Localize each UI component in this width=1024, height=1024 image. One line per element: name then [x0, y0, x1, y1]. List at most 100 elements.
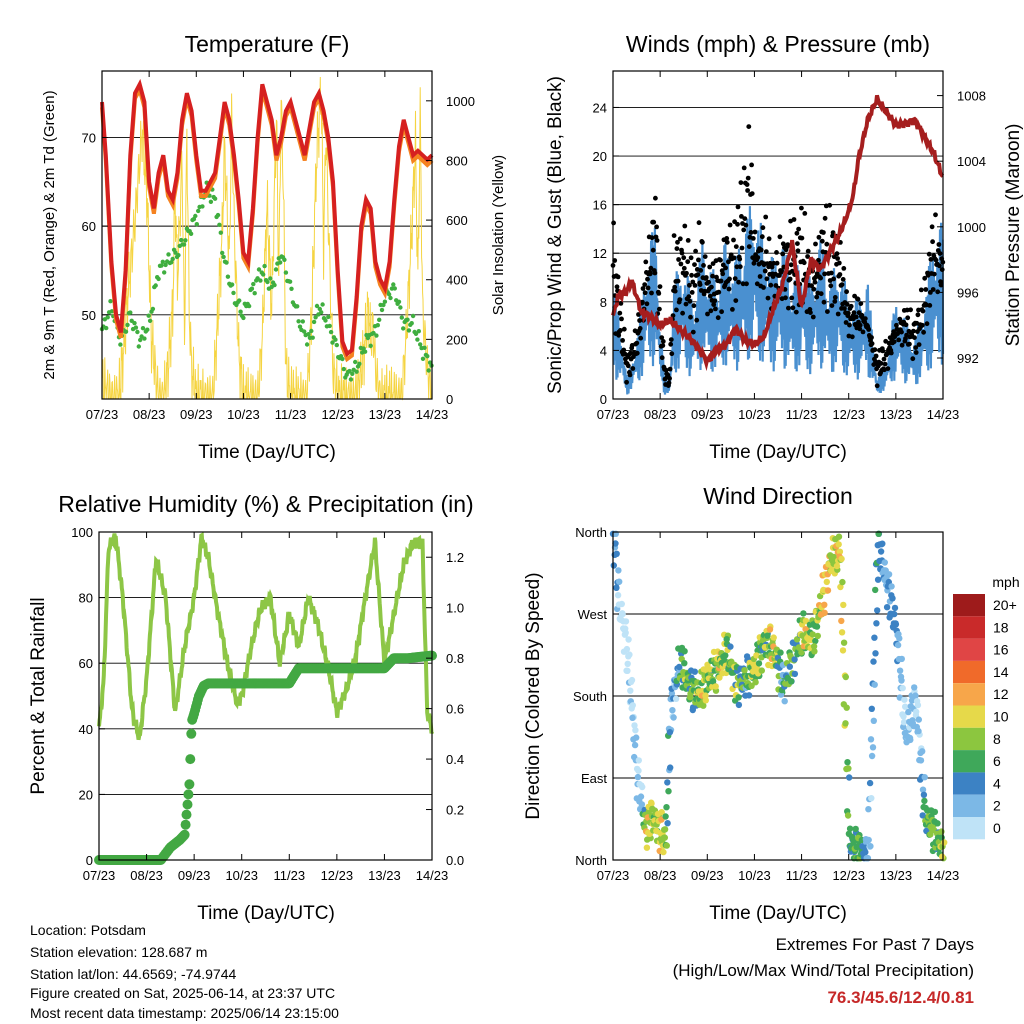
gust-point — [703, 275, 709, 280]
x-tick-label: 10/23 — [225, 868, 258, 883]
direction-point — [637, 793, 645, 800]
dewpoint-point — [133, 325, 139, 330]
dewpoint-point — [398, 305, 403, 310]
temperature-panel: Temperature (F) 07/23 08/23 09/23 10/23 11/2… — [41, 31, 507, 463]
direction-point — [939, 853, 946, 860]
dewpoint-point — [118, 342, 123, 347]
direction-point — [839, 578, 846, 586]
gust-point — [645, 285, 651, 291]
direction-point — [758, 667, 765, 674]
gust-point — [716, 289, 722, 295]
x-tick-label: 08/23 — [133, 407, 166, 422]
gust-point — [648, 265, 654, 271]
direction-point — [845, 765, 852, 772]
direction-point — [629, 714, 636, 721]
gust-point — [740, 281, 746, 287]
precipitation-point — [181, 809, 192, 820]
gust-point — [700, 239, 705, 245]
gust-point — [761, 285, 766, 290]
dewpoint-point — [145, 327, 150, 332]
gust-point — [872, 347, 878, 353]
y2-tick-label: 1004 — [957, 154, 986, 169]
gust-point — [766, 236, 772, 242]
direction-point — [764, 632, 771, 639]
direction-point — [874, 576, 882, 583]
x-tick-label: 11/23 — [786, 407, 818, 422]
dewpoint-point — [415, 337, 420, 342]
direction-point — [888, 583, 895, 590]
dewpoint-point — [261, 272, 266, 277]
direction-point — [628, 705, 635, 712]
precipitation-point — [185, 754, 196, 765]
gust-point — [640, 286, 646, 291]
direction-point — [634, 773, 642, 781]
speed-legend: 20+ 18 16 14 12 10 8 6 4 2 0 — [953, 594, 1017, 840]
gust-point — [660, 339, 666, 344]
direction-point — [843, 704, 850, 711]
gust-point — [659, 355, 665, 361]
direction-point — [852, 825, 859, 833]
gust-point — [882, 361, 888, 367]
gust-point — [927, 303, 933, 308]
dewpoint-point — [170, 256, 175, 262]
gust-point — [788, 262, 794, 268]
legend-label: 20+ — [993, 597, 1017, 613]
gust-point — [698, 268, 704, 273]
gust-point — [688, 255, 694, 261]
gust-point — [734, 264, 740, 270]
direction-point — [643, 844, 651, 851]
direction-point — [615, 567, 622, 574]
direction-point — [666, 729, 674, 736]
x-tick-label: 08/23 — [644, 868, 677, 883]
gust-point — [785, 242, 791, 248]
direction-point — [824, 587, 832, 594]
gust-point — [878, 361, 884, 366]
direction-point — [836, 548, 844, 555]
dewpoint-point — [278, 260, 283, 265]
x-tick-label: 09/23 — [180, 407, 213, 422]
legend-label: 2 — [993, 798, 1001, 814]
gust-point — [750, 236, 756, 241]
direction-point — [894, 641, 902, 649]
direction-y-left-label: Direction (Colored By Speed) — [523, 572, 544, 819]
dewpoint-point — [169, 260, 174, 265]
gust-point — [674, 246, 680, 252]
dewpoint-point — [179, 237, 184, 243]
direction-point — [627, 687, 634, 694]
gust-point — [789, 295, 795, 301]
dewpoint-point — [208, 199, 214, 204]
gust-point — [805, 254, 810, 259]
gust-point — [920, 322, 925, 328]
gust-point — [711, 302, 717, 307]
direction-point — [791, 656, 798, 663]
x-tick-label: 13/23 — [880, 868, 913, 883]
gust-point — [668, 341, 674, 347]
gust-point — [842, 306, 847, 311]
dewpoint-point — [249, 286, 255, 291]
dewpoint-point — [138, 337, 143, 343]
direction-point — [898, 677, 905, 684]
y-tick-label: East — [581, 771, 607, 786]
dewpoint-point — [362, 349, 368, 354]
gust-point — [645, 276, 650, 282]
dewpoint-point — [314, 303, 320, 309]
gust-point — [780, 251, 786, 257]
dewpoint-point — [381, 302, 386, 308]
gust-point — [622, 351, 628, 357]
gust-point — [905, 315, 911, 321]
extremes-subheading: (High/Low/Max Wind/Total Precipitation) — [672, 961, 974, 980]
y2-tick-label: 1.0 — [446, 601, 464, 616]
gust-point — [687, 282, 692, 288]
dewpoint-point — [328, 329, 334, 335]
legend-label: 18 — [993, 619, 1009, 635]
direction-point — [786, 663, 793, 670]
direction-point — [919, 812, 926, 819]
gust-point — [767, 260, 773, 266]
gust-point — [745, 175, 751, 181]
dewpoint-point — [196, 208, 201, 214]
y2-tick-label: 600 — [446, 213, 468, 228]
legend-swatch — [953, 794, 985, 817]
gust-point — [841, 266, 847, 271]
dewpoint-point — [413, 331, 419, 336]
gust-point — [836, 260, 842, 266]
